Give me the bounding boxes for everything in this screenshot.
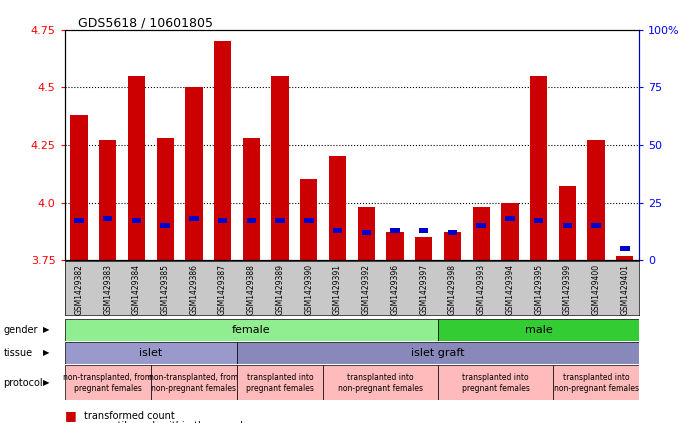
Bar	[160, 223, 170, 228]
Text: ■: ■	[65, 409, 76, 423]
Bar	[99, 140, 116, 260]
Text: GSM1429394: GSM1429394	[505, 264, 514, 315]
Text: transformed count: transformed count	[84, 411, 174, 421]
Bar	[616, 255, 634, 260]
Bar	[189, 216, 199, 221]
Text: GSM1429401: GSM1429401	[620, 264, 629, 315]
Text: GSM1429382: GSM1429382	[75, 264, 84, 315]
Text: GSM1429399: GSM1429399	[563, 264, 572, 315]
Text: GSM1429388: GSM1429388	[247, 264, 256, 315]
Bar	[620, 246, 630, 251]
Bar	[247, 218, 256, 223]
Text: GSM1429396: GSM1429396	[390, 264, 399, 315]
Bar	[501, 203, 519, 260]
Text: GSM1429385: GSM1429385	[160, 264, 169, 315]
Bar	[358, 207, 375, 260]
Text: male: male	[525, 324, 553, 335]
Bar	[505, 216, 515, 221]
Bar	[438, 365, 553, 400]
Text: GDS5618 / 10601805: GDS5618 / 10601805	[78, 17, 214, 30]
Bar	[562, 223, 572, 228]
Text: transplanted into
pregnant females: transplanted into pregnant females	[462, 373, 530, 393]
Bar	[329, 157, 346, 260]
Bar	[419, 228, 428, 233]
Text: ■: ■	[65, 420, 76, 423]
Text: protocol: protocol	[3, 378, 43, 387]
Text: GSM1429386: GSM1429386	[190, 264, 199, 315]
Text: ▶: ▶	[43, 325, 50, 334]
Text: GSM1429395: GSM1429395	[534, 264, 543, 315]
Text: islet: islet	[139, 348, 163, 358]
Text: percentile rank within the sample: percentile rank within the sample	[84, 421, 249, 423]
Bar	[275, 218, 285, 223]
Text: GSM1429393: GSM1429393	[477, 264, 486, 315]
Bar	[362, 230, 371, 235]
Bar	[592, 223, 601, 228]
Bar	[70, 115, 88, 260]
Bar	[218, 218, 227, 223]
Bar	[323, 365, 438, 400]
Bar	[473, 207, 490, 260]
Text: GSM1429383: GSM1429383	[103, 264, 112, 315]
Bar	[444, 233, 461, 260]
Bar	[390, 228, 400, 233]
Bar	[534, 218, 543, 223]
Bar	[103, 216, 112, 221]
Bar	[415, 237, 432, 260]
Bar	[300, 179, 318, 260]
Bar	[559, 187, 576, 260]
Text: GSM1429397: GSM1429397	[420, 264, 428, 315]
Bar	[74, 218, 84, 223]
Text: non-transplanted, from
non-pregnant females: non-transplanted, from non-pregnant fema…	[150, 373, 239, 393]
Bar	[553, 365, 639, 400]
Bar	[237, 342, 639, 364]
Bar	[237, 365, 323, 400]
Text: GSM1429389: GSM1429389	[275, 264, 284, 315]
Bar	[65, 365, 151, 400]
Text: GSM1429384: GSM1429384	[132, 264, 141, 315]
Text: GSM1429400: GSM1429400	[592, 264, 600, 315]
Bar	[271, 76, 289, 260]
Bar	[132, 218, 141, 223]
Text: GSM1429391: GSM1429391	[333, 264, 342, 315]
Bar	[65, 342, 237, 364]
Bar	[151, 365, 237, 400]
Bar	[243, 138, 260, 260]
Text: tissue: tissue	[3, 348, 33, 358]
Bar	[185, 87, 203, 260]
Text: non-transplanted, from
pregnant females: non-transplanted, from pregnant females	[63, 373, 152, 393]
Bar	[65, 319, 438, 341]
Bar	[447, 230, 457, 235]
Text: female: female	[232, 324, 271, 335]
Bar	[304, 218, 313, 223]
Bar	[156, 138, 174, 260]
Bar	[438, 319, 639, 341]
Text: gender: gender	[3, 324, 38, 335]
Text: GSM1429392: GSM1429392	[362, 264, 371, 315]
Bar	[588, 140, 605, 260]
Bar	[477, 223, 486, 228]
Bar	[214, 41, 231, 260]
Bar	[386, 233, 404, 260]
Text: GSM1429398: GSM1429398	[448, 264, 457, 315]
Text: GSM1429390: GSM1429390	[305, 264, 313, 315]
Text: transplanted into
non-pregnant females: transplanted into non-pregnant females	[338, 373, 423, 393]
Text: GSM1429387: GSM1429387	[218, 264, 227, 315]
Text: transplanted into
non-pregnant females: transplanted into non-pregnant females	[554, 373, 639, 393]
Bar	[530, 76, 547, 260]
Text: transplanted into
pregnant females: transplanted into pregnant females	[246, 373, 314, 393]
Text: ▶: ▶	[43, 348, 50, 357]
Text: ▶: ▶	[43, 378, 50, 387]
Text: islet graft: islet graft	[411, 348, 465, 358]
Bar	[128, 76, 145, 260]
Bar	[333, 228, 342, 233]
